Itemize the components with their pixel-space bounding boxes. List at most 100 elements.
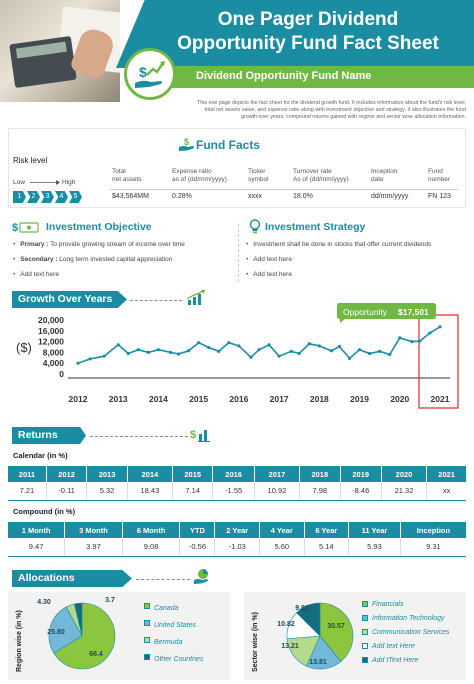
calendar-returns-table: 2011 2012 2013 2014 2015 2016 2017 2018 2019 2020…	[8, 466, 466, 501]
pie-value-label: 66.4	[89, 651, 103, 658]
calendar-value-cell: 7.98	[299, 482, 341, 501]
header-description: This one page depicts the fact sheet for…	[197, 100, 466, 120]
x-tick-label: 2013	[109, 394, 128, 404]
pie-slice	[296, 602, 321, 637]
growth-hand-icon: $	[124, 48, 176, 100]
money-icon: $	[12, 222, 39, 234]
x-tick-label: 2014	[149, 394, 168, 404]
growth-point	[337, 344, 342, 349]
fact-value-turnover: 18.0%	[293, 193, 313, 200]
growth-point	[317, 344, 321, 348]
calendar-header-cell: 2014	[127, 466, 173, 482]
y-tick-label: 8,000	[43, 347, 65, 357]
legend-label: United States	[154, 622, 197, 629]
legend-label: Add tText Here	[372, 657, 419, 664]
legend-swatch	[362, 601, 368, 607]
region-legend: Canada United States Bermuda Other Countrie…	[144, 600, 203, 668]
investment-objective-title: Investment Objective	[46, 221, 152, 233]
legend-swatch	[362, 657, 368, 663]
calendar-value-cell: 10.92	[254, 482, 301, 501]
compound-value-cell: 9.47	[8, 538, 66, 557]
growth-point	[116, 343, 120, 347]
money-hand-icon: $	[178, 136, 196, 157]
compound-value-cell: 5.14	[304, 538, 350, 557]
y-tick-label: 4,000	[43, 358, 65, 368]
fact-label-inception: Inception date	[371, 168, 398, 183]
fact-label-fund-number: Fund number	[428, 168, 451, 183]
calendar-value-cell: -8.46	[340, 482, 382, 501]
legend-label: Bermuda	[154, 639, 183, 646]
growth-point	[398, 336, 402, 340]
growth-point	[277, 354, 281, 358]
fact-value-ticker: xxxx	[248, 193, 262, 200]
calendar-header-cell: 2015	[172, 466, 214, 482]
fact-label-turnover: Turnover rate As of (dd/mm/yyyy)	[293, 168, 349, 183]
compound-value-cell: 3.97	[64, 538, 123, 557]
compound-value-cell: 5.93	[348, 538, 401, 557]
pie-value-label: 4.30	[37, 599, 51, 606]
pie-value-label: 13.21	[281, 643, 299, 650]
legend-label: Canada	[154, 605, 179, 612]
legend-label: Add text Here	[372, 643, 415, 650]
growth-point	[257, 348, 261, 352]
calendar-value-cell: 5.32	[86, 482, 128, 501]
legend-item: Financials	[362, 598, 449, 612]
pie-slice	[74, 602, 83, 637]
pie-value-label: 3.7	[105, 597, 115, 604]
risk-high-label: High	[62, 179, 76, 186]
growth-title-tag: Growth Over Years	[12, 291, 127, 308]
calendar-header-cell: 2019	[340, 466, 382, 482]
legend-label: Other Countries	[154, 656, 204, 663]
fact-label-net-assets: Total net assets	[112, 168, 142, 183]
growth-point	[267, 343, 271, 347]
growth-point	[329, 349, 333, 353]
calendar-header-cell: 2016	[212, 466, 255, 482]
fact-value-expense-ratio: 0.28%	[172, 193, 192, 200]
pie-slice	[53, 602, 116, 670]
compound-label: Compound (in %)	[13, 507, 76, 516]
growth-point	[378, 349, 382, 353]
pie-slice	[319, 602, 354, 662]
region-pie-chart: 66.4 25.80 4.30 3.7	[37, 597, 116, 670]
growth-point	[237, 344, 241, 348]
compound-header-cell: 1 Month	[8, 522, 66, 538]
facts-divider	[110, 189, 458, 190]
calendar-value-cell: -1.55	[212, 482, 255, 501]
strategy-list: Investment shall be done in stocks that …	[246, 237, 431, 282]
calendar-value-cell: 7.14	[172, 482, 214, 501]
growth-point	[388, 352, 392, 357]
calendar-header-cell: 2017	[254, 466, 301, 482]
fact-value-fund-number: FN 123	[428, 193, 451, 200]
compound-header-cell: Inception	[400, 522, 466, 538]
legend-item: Add tText Here	[362, 654, 449, 668]
x-tick-label: 2018	[310, 394, 329, 404]
growth-point	[418, 339, 422, 343]
compound-returns-table: 1 Month 3 Month 6 Month YTD 2 Year 4 Year 6 Ye…	[8, 522, 466, 557]
x-tick-label: 2016	[229, 394, 248, 404]
fact-label-expense-ratio: Expense ratio as of (dd/mm/yyyy)	[172, 168, 227, 183]
growth-point	[428, 331, 432, 335]
pie-value-label: 10.82	[277, 621, 295, 628]
compound-header-cell: 3 Month	[64, 522, 123, 538]
growth-point	[217, 349, 221, 353]
growth-dash-line	[130, 300, 182, 301]
allocations-title-tag: Allocations	[12, 570, 132, 587]
fund-name-bar: Dividend Opportunity Fund Name	[168, 66, 474, 88]
compound-header-cell: 6 Month	[122, 522, 181, 538]
dollar-chart-icon: $	[190, 429, 210, 442]
risk-arrow-icon	[30, 180, 60, 185]
legend-item: Other Countries	[144, 651, 203, 668]
calendar-header-cell: 2013	[86, 466, 128, 482]
compound-value-cell: -0.56	[179, 538, 216, 557]
growth-point	[146, 350, 150, 354]
x-tick-label: 2021	[431, 394, 450, 404]
legend-swatch	[144, 620, 150, 626]
compound-header-cell: YTD	[179, 522, 216, 538]
x-tick-label: 2015	[189, 394, 208, 404]
pie-value-label: 13.81	[309, 659, 327, 666]
pie-value-label: 30.57	[327, 623, 345, 630]
region-wise-label: Region wise (in %)	[16, 610, 23, 672]
growth-series-line	[77, 326, 441, 364]
legend-swatch	[362, 615, 368, 621]
region-allocation-box	[8, 592, 230, 680]
